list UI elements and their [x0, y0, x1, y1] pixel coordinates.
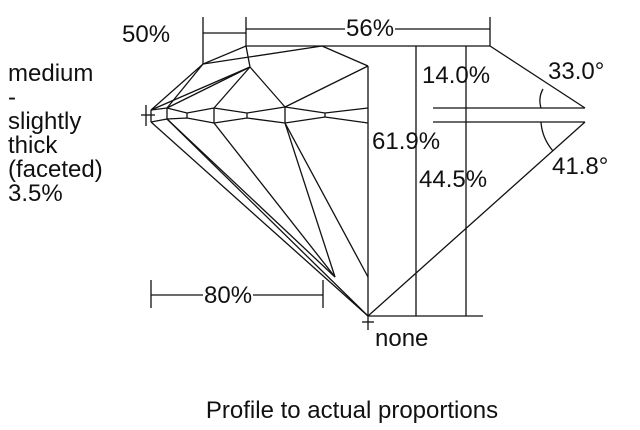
girdle-line: 3.5%	[8, 180, 63, 207]
total-depth-label: 61.9%	[372, 128, 441, 155]
star-length-label: 50%	[122, 21, 171, 48]
crown-angle-label: 33.0°	[548, 58, 605, 85]
girdle-line: slightly	[8, 108, 82, 135]
crown-height-label: 14.0%	[422, 62, 491, 89]
girdle-line: -	[8, 84, 16, 111]
girdle-thickness-label: medium - slightly thick (faceted) 3.5%	[8, 62, 103, 206]
lower-half-length-label: 80%	[203, 282, 254, 309]
caption: Profile to actual proportions	[205, 397, 499, 424]
pavilion-angle-label: 41.8°	[552, 153, 609, 180]
pavilion-facets	[150, 66, 586, 317]
culet-label: none	[375, 325, 429, 352]
table-label: 56%	[345, 15, 396, 42]
girdle-line: medium	[8, 60, 94, 87]
girdle	[150, 106, 585, 124]
girdle-line: thick	[8, 132, 58, 159]
girdle-line: (faceted)	[8, 156, 103, 183]
pavilion-depth-label: 44.5%	[419, 166, 488, 193]
